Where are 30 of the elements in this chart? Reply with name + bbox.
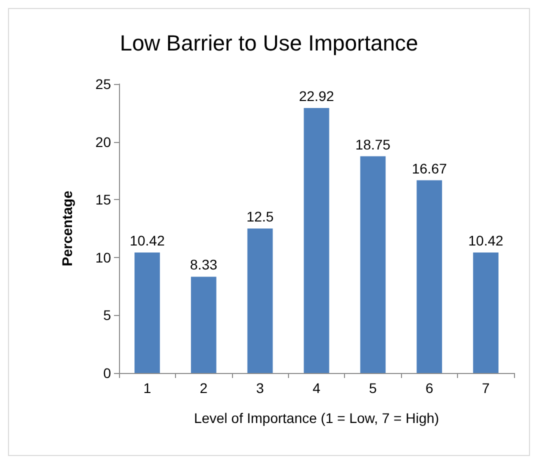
x-tick-label: 3 bbox=[256, 380, 264, 396]
data-label: 16.67 bbox=[412, 160, 448, 176]
data-label: 10.42 bbox=[468, 232, 504, 249]
x-tick-label: 6 bbox=[425, 380, 434, 396]
bar bbox=[360, 156, 386, 373]
data-label: 22.92 bbox=[298, 88, 334, 104]
x-tick-label: 4 bbox=[312, 380, 321, 396]
y-tick-label: 15 bbox=[95, 192, 112, 208]
data-label: 8.33 bbox=[190, 256, 218, 273]
bar bbox=[473, 252, 498, 373]
x-tick-label: 1 bbox=[143, 380, 152, 396]
y-tick-label: 10 bbox=[95, 249, 112, 266]
x-tick-label: 5 bbox=[369, 380, 378, 396]
y-tick-label: 0 bbox=[103, 365, 112, 381]
x-tick-label: 7 bbox=[482, 380, 490, 396]
y-axis-title: Percentage bbox=[59, 190, 75, 266]
y-tick-label: 25 bbox=[95, 76, 112, 92]
x-tick-label: 2 bbox=[200, 380, 208, 396]
data-label: 12.5 bbox=[246, 208, 274, 224]
bar bbox=[190, 276, 216, 373]
data-label: 18.75 bbox=[355, 136, 391, 152]
data-label: 10.42 bbox=[130, 232, 165, 249]
y-tick-label: 5 bbox=[103, 307, 112, 324]
bar bbox=[304, 108, 330, 373]
x-axis-title: Level of Importance (1 = Low, 7 = High) bbox=[194, 410, 440, 426]
bar bbox=[134, 252, 160, 373]
y-tick-label: 20 bbox=[95, 134, 112, 150]
bar bbox=[247, 228, 273, 373]
chart-title: Low Barrier to Use Importance bbox=[120, 30, 418, 56]
bar bbox=[416, 180, 442, 373]
